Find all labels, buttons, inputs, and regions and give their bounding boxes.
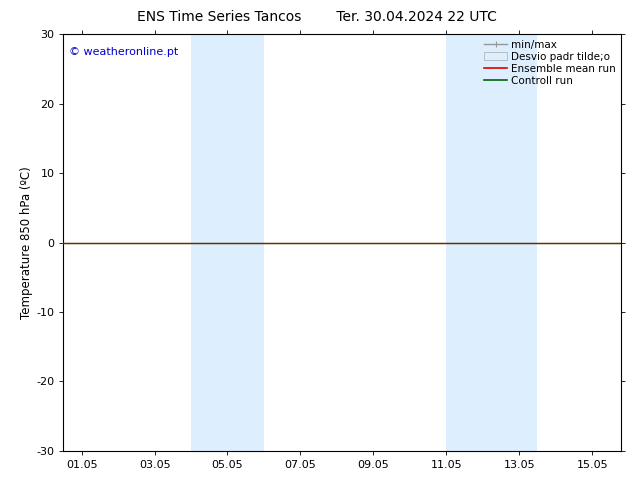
Text: © weatheronline.pt: © weatheronline.pt [69,47,178,57]
Bar [446,34,538,451]
Bar [191,34,264,451]
Y-axis label: Temperature 850 hPa (ºC): Temperature 850 hPa (ºC) [20,166,34,319]
Text: ENS Time Series Tancos        Ter. 30.04.2024 22 UTC: ENS Time Series Tancos Ter. 30.04.2024 2… [137,10,497,24]
Legend: min/max, Desvio padr tilde;o, Ensemble mean run, Controll run: min/max, Desvio padr tilde;o, Ensemble m… [482,37,618,88]
